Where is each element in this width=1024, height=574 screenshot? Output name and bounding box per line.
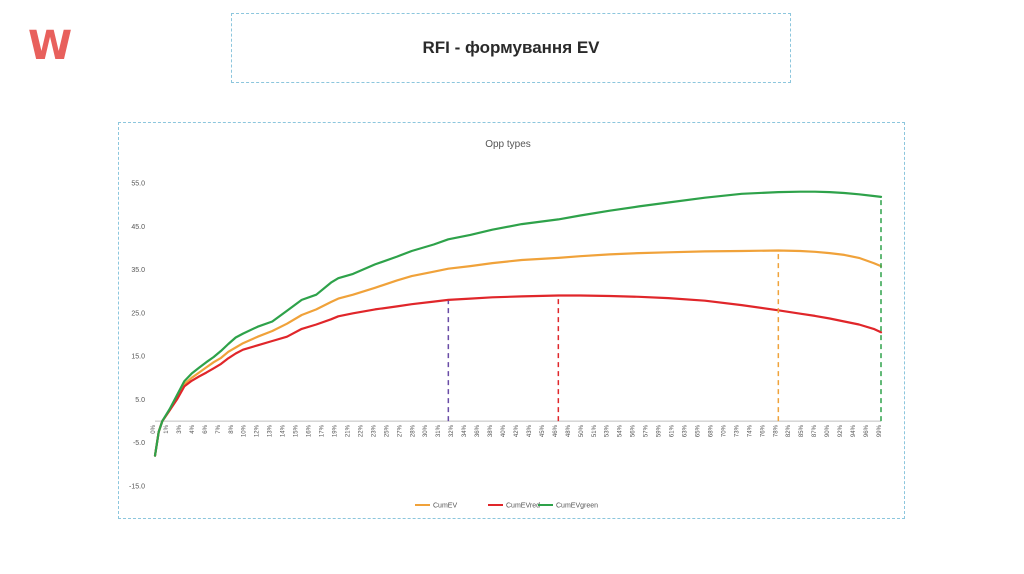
x-tick-label: 7% <box>216 424 222 433</box>
x-tick-label: 87% <box>812 424 818 437</box>
x-tick-label: 40% <box>501 424 507 437</box>
chart-container: Opp types 55.0 45.0 35.0 25.0 15.0 5.0 -5.0 -15… <box>118 122 905 519</box>
x-tick-label: 90% <box>825 424 831 437</box>
x-tick-label: 23% <box>371 424 377 437</box>
x-tick-label: 15% <box>294 424 300 437</box>
x-tick-label: 19% <box>333 424 339 437</box>
x-tick-label: 61% <box>670 424 676 437</box>
x-tick-label: 14% <box>281 424 287 437</box>
x-tick-label: 99% <box>877 424 883 437</box>
x-tick-label: 96% <box>864 424 870 437</box>
x-tick-label: 85% <box>799 424 805 437</box>
x-tick-label: 56% <box>631 424 637 437</box>
x-tick-label: 32% <box>449 424 455 437</box>
x-tick-label: 46% <box>553 424 559 437</box>
y-tick-label: 15.0 <box>131 354 145 361</box>
slide-title-box: RFI - формування EV <box>231 13 791 83</box>
x-tick-label: 17% <box>320 424 326 437</box>
x-tick-label: 51% <box>592 424 598 437</box>
x-tick-label: 16% <box>307 424 313 437</box>
x-tick-label: 54% <box>618 424 624 437</box>
x-tick-label: 31% <box>436 424 442 437</box>
x-tick-label: 38% <box>488 424 494 437</box>
x-tick-label: 34% <box>462 424 468 437</box>
x-tick-label: 13% <box>268 424 274 437</box>
slide-title: RFI - формування EV <box>422 38 600 57</box>
y-tick-label: 25.0 <box>131 310 145 317</box>
x-tick-label: 22% <box>358 424 364 437</box>
x-tick-label: 76% <box>760 424 766 437</box>
y-tick-label: 35.0 <box>131 267 145 274</box>
x-tick-label: 36% <box>475 424 481 437</box>
x-tick-label: 50% <box>579 424 585 437</box>
x-tick-label: 3% <box>177 424 183 433</box>
x-tick-label: 94% <box>851 424 857 437</box>
x-tick-label: 12% <box>255 424 261 437</box>
x-tick-label: 70% <box>721 424 727 437</box>
y-tick-label: -5.0 <box>133 440 145 447</box>
series-line-cumevgreen <box>153 190 883 457</box>
x-tick-label: 57% <box>644 424 650 437</box>
x-tick-label: 27% <box>397 424 403 437</box>
y-tick-label: -15.0 <box>129 484 145 491</box>
series-line-cumev <box>153 249 883 457</box>
x-tick-label: 92% <box>838 424 844 437</box>
brand-logo: W <box>28 23 73 69</box>
x-tick-label: 42% <box>514 424 520 437</box>
x-tick-label: 45% <box>540 424 546 437</box>
legend-label: CumEVgreen <box>556 503 598 510</box>
x-tick-label: 8% <box>229 424 235 433</box>
x-tick-label: 48% <box>566 424 572 437</box>
x-tick-label: 25% <box>384 424 390 437</box>
x-tick-label: 82% <box>786 424 792 437</box>
x-tick-label: 4% <box>190 424 196 433</box>
x-tick-label: 59% <box>657 424 663 437</box>
line-chart: Opp types 55.0 45.0 35.0 25.0 15.0 5.0 -5.0 -15… <box>129 139 883 510</box>
x-tick-label: 73% <box>734 424 740 437</box>
x-tick-label: 43% <box>527 424 533 437</box>
legend-label: CumEV <box>433 503 457 510</box>
y-tick-label: 55.0 <box>131 181 145 188</box>
y-tick-label: 45.0 <box>131 224 145 231</box>
x-tick-label: 0% <box>151 424 157 433</box>
chart-title: Opp types <box>485 139 531 150</box>
legend-label: CumEVred <box>506 503 540 510</box>
series-line-cumevred <box>153 294 883 457</box>
x-tick-label: 53% <box>605 424 611 437</box>
x-tick-label: 74% <box>747 424 753 437</box>
x-tick-label: 10% <box>242 424 248 437</box>
x-tick-label: 65% <box>696 424 702 437</box>
x-tick-label: 68% <box>708 424 714 437</box>
x-tick-label: 1% <box>164 424 170 433</box>
x-tick-label: 6% <box>203 424 209 433</box>
x-tick-label: 30% <box>423 424 429 437</box>
y-tick-label: 5.0 <box>135 397 145 404</box>
x-tick-label: 28% <box>410 424 416 437</box>
x-tick-label: 78% <box>773 424 779 437</box>
x-tick-label: 63% <box>683 424 689 437</box>
x-tick-label: 21% <box>345 424 351 437</box>
